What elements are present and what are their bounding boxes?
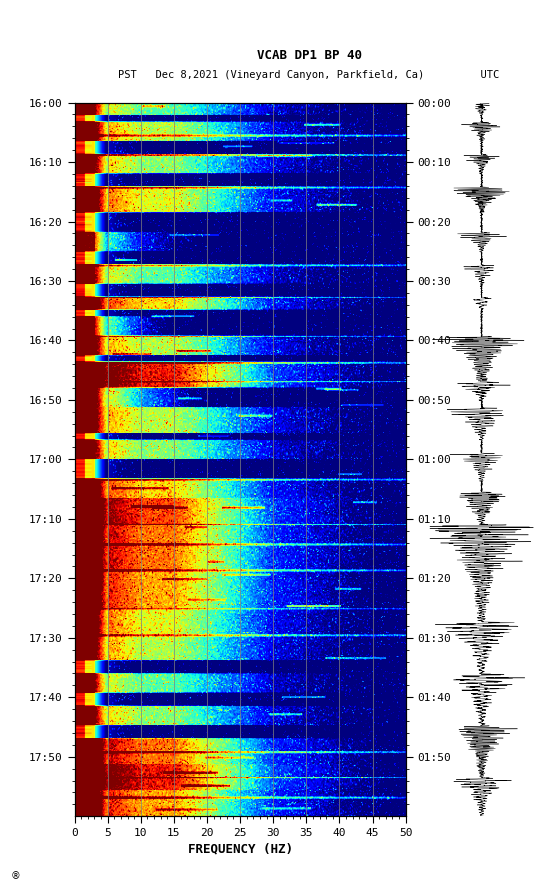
Text: PST   Dec 8,2021 (Vineyard Canyon, Parkfield, Ca)         UTC: PST Dec 8,2021 (Vineyard Canyon, Parkfie…	[119, 70, 500, 80]
Text: VCAB DP1 BP 40: VCAB DP1 BP 40	[257, 49, 362, 62]
X-axis label: FREQUENCY (HZ): FREQUENCY (HZ)	[188, 842, 293, 855]
Text: ~: ~	[8, 18, 17, 29]
Text: USGS: USGS	[25, 17, 55, 29]
Text: ®: ®	[11, 871, 21, 881]
